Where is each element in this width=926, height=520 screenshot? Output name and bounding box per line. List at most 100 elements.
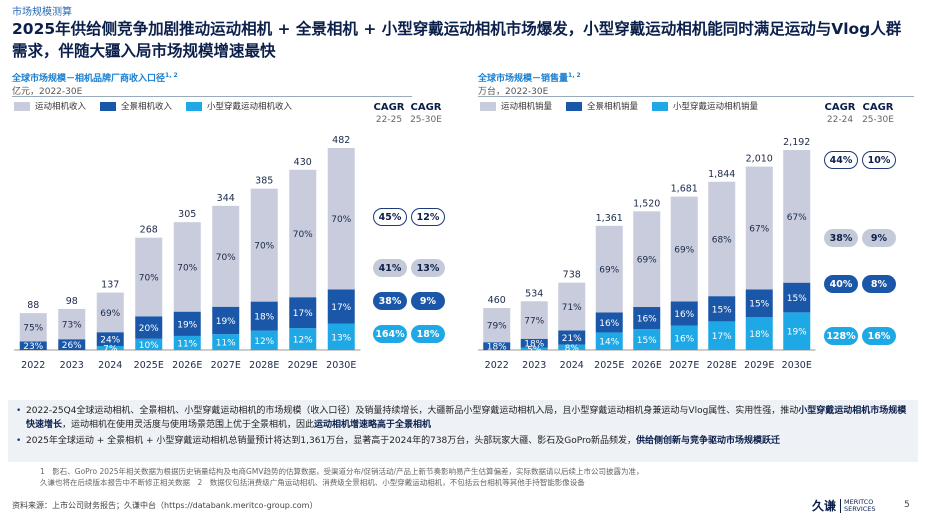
bar-segment-panorama — [633, 307, 661, 330]
left-chart-unit: 亿元，2022-30E — [12, 87, 83, 97]
segment-label: 70% — [254, 242, 274, 252]
segment-label: 13% — [331, 333, 351, 343]
segment-label: 17% — [712, 332, 732, 342]
segment-label: 70% — [139, 273, 159, 283]
segment-label: 5% — [527, 345, 542, 355]
bar-segment-sports — [212, 205, 240, 307]
bar-segment-panorama — [520, 338, 548, 348]
bar-segment-sports — [670, 196, 698, 302]
segment-label: 10% — [139, 341, 159, 351]
segment-label: 19% — [216, 317, 236, 327]
segment-label: 67% — [749, 225, 769, 235]
page-headline: 2025年供给侧竞争加剧推动运动相机 + 全景相机 + 小型穿戴运动相机市场爆发… — [12, 20, 902, 60]
bar-segment-sports — [783, 150, 811, 283]
x-tick-label: 2022 — [485, 360, 509, 371]
segment-label: 11% — [216, 339, 236, 349]
bar-total-label: 1,520 — [633, 198, 660, 209]
segment-label: 21% — [562, 334, 582, 344]
bar-total-label: 268 — [140, 225, 158, 236]
bar-total-label: 460 — [488, 295, 506, 306]
segment-label: 18% — [254, 313, 274, 323]
left-cagr-panorama-2: 9% — [411, 292, 445, 310]
legend-panorama: 全景相机收入 — [100, 100, 172, 112]
bar-total-label: 482 — [332, 135, 350, 146]
left-chart-title: 全球市场规模－相机品牌厂商收入口径1, 2 — [12, 72, 178, 84]
bar-segment-panorama — [289, 297, 317, 329]
bar-segment-panorama — [483, 342, 511, 350]
segment-label: 15% — [712, 305, 732, 315]
bar-segment-sports — [96, 292, 124, 333]
bar-total-label: 430 — [294, 157, 312, 168]
segment-label: 7% — [103, 344, 118, 354]
right-cagr-total-2: 10% — [862, 151, 896, 169]
x-tick-label: 2026E — [632, 360, 662, 371]
bar-segment-wearable — [327, 323, 355, 350]
right-chart-rule — [478, 96, 914, 97]
left-chart-rule — [12, 96, 412, 97]
x-tick-label: 2026E — [172, 360, 202, 371]
x-tick-label: 2030E — [782, 360, 812, 371]
segment-label: 18% — [487, 343, 507, 353]
x-tick-label: 2030E — [326, 360, 356, 371]
segment-label: 17% — [293, 309, 313, 319]
segment-label: 12% — [254, 337, 274, 347]
x-tick-label: 2025E — [594, 360, 624, 371]
segment-label: 12% — [293, 336, 313, 346]
section-tag: 市场规模测算 — [12, 7, 72, 18]
left-stacked-bar-chart: 75% 23% 88 2022 73% 26% 98 2023 69% 24%7% 137 2024 7… — [14, 135, 361, 371]
left-cagr-panorama-1: 38% — [373, 292, 407, 310]
bar-total-label: 1,681 — [671, 184, 698, 195]
segment-label: 17% — [331, 303, 351, 313]
x-tick-label: 2024 — [560, 360, 584, 371]
segment-label: 24% — [100, 336, 120, 346]
bar-segment-sports — [250, 188, 278, 302]
segment-label: 67% — [787, 213, 807, 223]
bar-segment-panorama — [327, 289, 355, 324]
bar-segment-sports — [595, 225, 623, 313]
bar-segment-sports — [19, 313, 47, 342]
legend-sports: 运动相机收入 — [14, 100, 86, 112]
bar-segment-panorama — [19, 341, 47, 350]
right-cagr-head-1: CAGR 22-24 — [824, 102, 856, 125]
bar-segment-panorama — [783, 282, 811, 313]
right-stacked-bar-chart: 79%18%460202277%18%5%534202371%21%8%7382… — [478, 137, 816, 371]
bar-segment-wearable — [173, 335, 201, 350]
left-cagr-head-2: CAGR 25-30E — [410, 102, 442, 125]
x-tick-label: 2023 — [522, 360, 546, 371]
bar-segment-panorama — [708, 296, 736, 322]
segment-label: 69% — [599, 266, 619, 276]
bar-segment-panorama — [558, 330, 586, 345]
x-tick-label: 2024 — [98, 360, 122, 371]
bar-total-label: 738 — [563, 270, 581, 281]
left-cagr-sports-2: 13% — [411, 259, 445, 277]
segment-label: 15% — [749, 300, 769, 310]
right-chart-unit: 万台，2022-30E — [478, 87, 549, 97]
brand-logo: 久谦 MERITCO SERVICES — [812, 497, 876, 513]
right-chart-title: 全球市场规模－销售量1, 2 — [478, 72, 581, 84]
left-cagr-head-1: CAGR 22-25 — [373, 102, 405, 125]
right-cagr-sports-2: 9% — [862, 229, 896, 247]
segment-label: 14% — [599, 338, 619, 348]
bar-segment-panorama — [135, 316, 163, 339]
right-cagr-wearable-2: 16% — [862, 327, 896, 345]
segment-label: 20% — [139, 324, 159, 334]
bar-total-label: 2,192 — [783, 137, 810, 148]
bar-segment-wearable — [670, 325, 698, 350]
segment-label: 11% — [177, 339, 197, 349]
segment-label: 19% — [787, 328, 807, 338]
segment-label: 18% — [749, 330, 769, 340]
bar-segment-sports — [289, 169, 317, 298]
segment-label: 69% — [637, 256, 657, 266]
segment-label: 70% — [177, 263, 197, 273]
bar-segment-panorama — [173, 311, 201, 336]
page-number: 5 — [904, 500, 910, 510]
bar-segment-sports — [708, 181, 736, 297]
bar-total-label: 385 — [255, 176, 273, 187]
segment-label: 16% — [674, 310, 694, 320]
segment-label: 26% — [62, 341, 82, 351]
bar-segment-sports — [58, 308, 86, 340]
bar-segment-wearable — [633, 329, 661, 350]
bar-segment-panorama — [96, 332, 124, 346]
segment-label: 23% — [23, 342, 43, 352]
bar-segment-wearable — [135, 338, 163, 350]
